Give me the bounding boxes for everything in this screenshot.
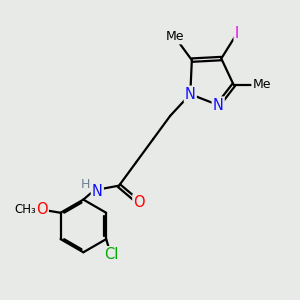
Text: CH₃: CH₃ <box>14 203 36 216</box>
Text: N: N <box>185 87 196 102</box>
Text: Cl: Cl <box>103 247 118 262</box>
Text: I: I <box>235 26 239 41</box>
Text: Me: Me <box>252 78 271 92</box>
Text: O: O <box>36 202 48 217</box>
Text: Me: Me <box>166 30 184 44</box>
Text: H: H <box>81 178 90 191</box>
Text: O: O <box>133 195 145 210</box>
Text: N: N <box>213 98 224 112</box>
Text: N: N <box>92 184 103 199</box>
